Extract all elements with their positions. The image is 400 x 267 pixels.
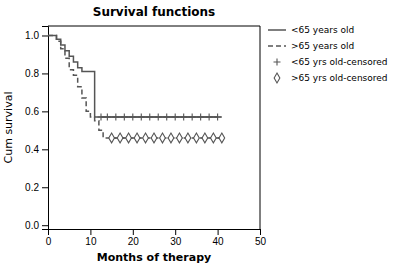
y-axis-title: Cum survival <box>2 92 15 164</box>
tick-mark <box>42 73 48 74</box>
series <box>48 35 222 117</box>
tick-mark <box>90 229 91 235</box>
tick-label: 30 <box>170 236 182 247</box>
legend-marker <box>274 73 280 83</box>
marker <box>134 133 140 143</box>
marker <box>129 114 136 121</box>
marker <box>197 114 204 121</box>
series <box>48 35 222 137</box>
marker <box>202 133 208 143</box>
step-line <box>48 35 222 137</box>
marker <box>121 114 128 121</box>
marker <box>172 114 179 121</box>
tick: 0.6 <box>25 106 48 117</box>
marker <box>185 133 191 143</box>
legend-item: >65 years old <box>268 41 354 51</box>
tick-mark <box>218 229 219 235</box>
marker <box>138 114 145 121</box>
series <box>109 133 225 143</box>
tick-label: 0.8 <box>25 68 39 79</box>
legend-label: >65 years old <box>291 41 354 51</box>
marker <box>155 114 162 121</box>
x-axis-title: Months of therapy <box>97 251 211 264</box>
tick: 50 <box>255 229 267 247</box>
tick-label: 1.0 <box>25 30 39 41</box>
legend-line <box>268 29 286 31</box>
y-axis: 0.0 0.2 0.4 0.6 0.8 1.0 <box>25 27 48 231</box>
marker <box>112 114 119 121</box>
legend-item: <65 yrs old-censored <box>274 57 388 67</box>
marker <box>160 133 166 143</box>
marker <box>214 114 221 121</box>
marker <box>163 114 170 121</box>
tick-mark <box>260 229 261 235</box>
legend-item: >65 yrs old-censored <box>274 73 387 83</box>
marker <box>151 133 157 143</box>
tick-label: 0.6 <box>25 106 39 117</box>
plot-frame <box>260 26 261 229</box>
tick: 0.0 <box>25 220 48 231</box>
tick-mark <box>42 111 48 112</box>
marker <box>146 114 153 121</box>
tick-mark <box>175 229 176 235</box>
plot: 0 10 20 30 40 50 0.0 0.2 0.4 0.6 0.8 1.0 <box>25 26 266 247</box>
plot-frame <box>48 26 260 27</box>
marker <box>219 133 225 143</box>
marker <box>189 114 196 121</box>
marker <box>126 133 132 143</box>
tick-label: 10 <box>85 236 97 247</box>
marker <box>180 114 187 121</box>
legend: <65 years old >65 years old <65 yrs old-ce… <box>268 25 388 83</box>
tick: 30 <box>170 229 182 247</box>
title: Survival functions <box>93 5 215 19</box>
tick-label: 40 <box>213 236 225 247</box>
marker <box>211 133 217 143</box>
marker <box>104 114 111 121</box>
legend-item: <65 years old <box>268 25 354 35</box>
marker <box>143 133 149 143</box>
axis-line <box>42 27 49 230</box>
legend-marker <box>274 59 281 66</box>
tick: 0.2 <box>25 182 48 193</box>
marker <box>109 133 115 143</box>
tick-label: 0.2 <box>25 182 39 193</box>
axis-line <box>49 230 261 236</box>
tick: 20 <box>128 229 140 247</box>
marker <box>98 114 105 121</box>
chart: 0 10 20 30 40 50 0.0 0.2 0.4 0.6 0.8 1.0 Survival fu… <box>0 0 400 267</box>
tick-label: 50 <box>255 236 267 247</box>
marker <box>194 133 200 143</box>
tick-label: 20 <box>128 236 140 247</box>
legend-label: <65 yrs old-censored <box>291 57 388 67</box>
tick-label: 0 <box>46 236 52 247</box>
tick-mark <box>42 149 48 150</box>
series <box>98 114 222 121</box>
tick: 0 <box>46 229 52 247</box>
legend-label: >65 yrs old-censored <box>291 73 388 83</box>
tick-mark <box>133 229 134 235</box>
tick-mark <box>42 35 48 36</box>
x-axis: 0 10 20 30 40 50 <box>46 229 267 247</box>
legend-label: <65 years old <box>291 25 354 35</box>
tick: 10 <box>85 229 97 247</box>
tick-label: 0.4 <box>25 144 39 155</box>
marker <box>117 133 123 143</box>
legend-line <box>268 45 286 47</box>
tick-mark <box>42 187 48 188</box>
tick: 1.0 <box>25 30 48 41</box>
tick: 0.8 <box>25 68 48 79</box>
tick-label: 0.0 <box>25 220 39 231</box>
tick: 40 <box>213 229 225 247</box>
marker <box>206 114 213 121</box>
marker <box>168 133 174 143</box>
data-layer <box>48 35 225 142</box>
step-line <box>48 35 222 117</box>
tick-mark <box>42 225 48 226</box>
tick: 0.4 <box>25 144 48 155</box>
marker <box>177 133 183 143</box>
